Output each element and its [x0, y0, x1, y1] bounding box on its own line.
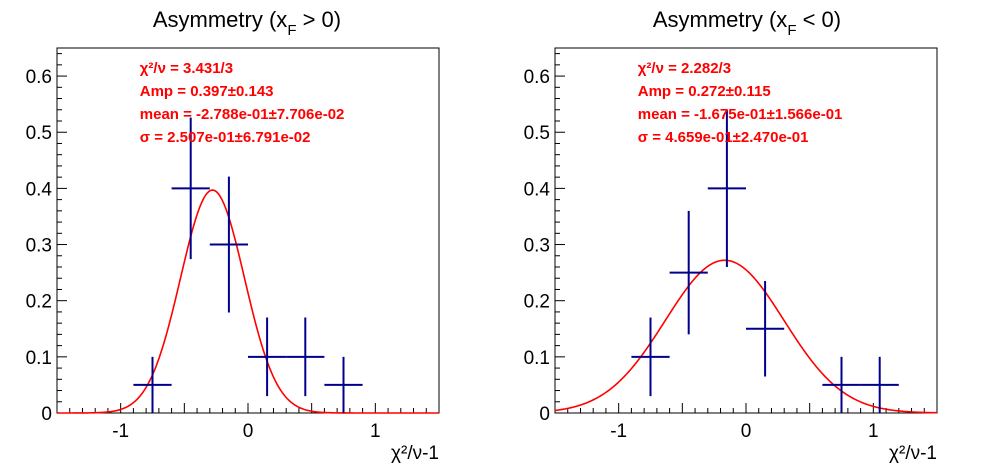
chart-title: Asymmetry (xF < 0) [653, 7, 841, 39]
chart-panel: Asymmetry (xF < 0) 0 0.1 0.2 0.3 0.4 0.5 0.6 -1 0… [524, 7, 938, 464]
chart-title: Asymmetry (xF > 0) [153, 7, 341, 39]
x-tick-label: -1 [112, 421, 129, 442]
chart-title-main: Asymmetry (x [153, 7, 287, 32]
fit-stat-text: χ²/ν = 2.282/3 [638, 60, 731, 77]
data-point [669, 210, 708, 335]
x-axis-label: χ²/ν-1 [889, 443, 937, 464]
data-point [746, 281, 785, 377]
y-tick-label: 0.3 [26, 236, 52, 257]
y-tick-label: 0.6 [26, 67, 52, 88]
chart-title-end: < 0) [796, 7, 841, 32]
fit-stat-text: Amp = 0.272±0.115 [638, 83, 771, 100]
y-tick-label: 0 [41, 404, 52, 425]
data-point [286, 317, 325, 397]
data-point [133, 356, 172, 413]
x-tick-label: 0 [243, 421, 254, 442]
y-tick-label: 0.1 [26, 348, 52, 369]
x-tick-label: 1 [868, 421, 879, 442]
y-tick-label: 0.1 [524, 348, 550, 369]
plot-frame [56, 47, 440, 414]
chart-title-subscript: F [287, 22, 296, 39]
fit-stat-text: mean = -2.788e-01±7.706e-02 [140, 106, 345, 123]
data-point [631, 317, 670, 397]
data-point [860, 356, 899, 413]
y-tick-label: 0.5 [26, 123, 52, 144]
x-tick-label: -1 [610, 421, 627, 442]
y-tick-label: 0.6 [524, 67, 550, 88]
fit-curve [554, 259, 938, 414]
fit-stat-text: Amp = 0.397±0.143 [140, 83, 274, 100]
fit-stat-text: σ = 4.659e-01±2.470e-01 [638, 129, 809, 146]
y-tick-label: 0.3 [524, 236, 550, 257]
data-point [324, 356, 363, 413]
chart-panel: Asymmetry (xF > 0) 0 0.1 0.2 0.3 0.4 0.5 0.6 -1 0… [26, 7, 440, 464]
chart-title-subscript: F [787, 22, 796, 39]
data-point [707, 109, 746, 267]
chart-title-end: > 0) [296, 7, 341, 32]
chart-title-main: Asymmetry (x [653, 7, 787, 32]
y-tick-label: 0.2 [26, 292, 52, 313]
data-point [248, 317, 287, 397]
x-tick-label: 1 [370, 421, 381, 442]
y-tick-label: 0.4 [26, 179, 53, 200]
fit-stat-text: mean = -1.675e-01±1.566e-01 [638, 106, 843, 123]
fit-stat-text: σ = 2.507e-01±6.791e-02 [140, 129, 311, 146]
x-axis-label: χ²/ν-1 [391, 443, 439, 464]
fit-stat-text: χ²/ν = 3.431/3 [140, 60, 233, 77]
data-point [171, 117, 210, 260]
y-tick-label: 0.2 [524, 292, 550, 313]
data-point [209, 176, 248, 313]
x-tick-label: 0 [741, 421, 752, 442]
y-tick-label: 0 [539, 404, 550, 425]
data-point [822, 356, 861, 413]
y-tick-label: 0.5 [524, 123, 550, 144]
y-tick-label: 0.4 [524, 179, 551, 200]
fit-curve [57, 189, 439, 414]
